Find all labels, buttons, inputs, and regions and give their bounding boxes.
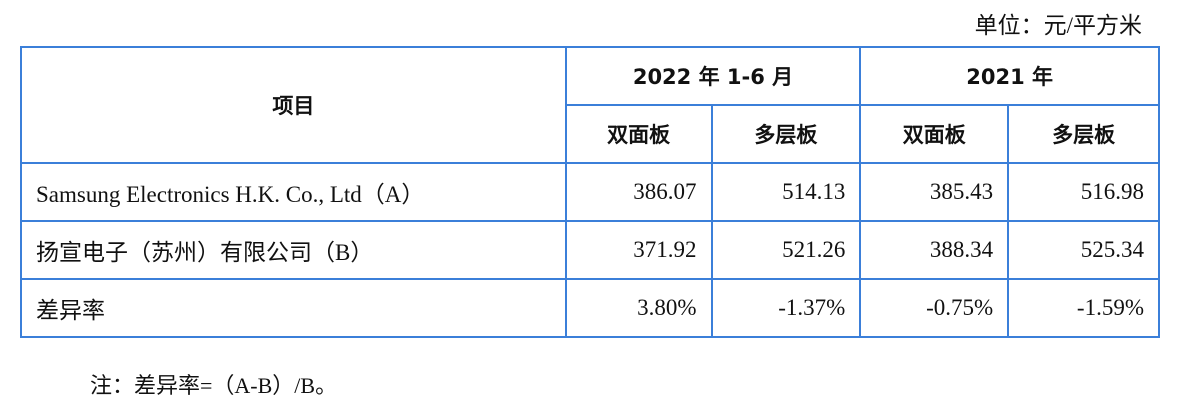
cell: 516.98 xyxy=(1007,162,1160,222)
footnote: 注：差异率=（A-B）/B。 xyxy=(90,373,338,398)
cell: 521.26 xyxy=(710,220,862,280)
table-row: Samsung Electronics H.K. Co., Ltd（A） 386… xyxy=(20,162,1160,222)
subheader-cell: 多层板 xyxy=(1007,104,1160,164)
header-period-2022: 2022 年 1-6 月 xyxy=(564,46,862,106)
table-row: 差异率 3.80% -1.37% -0.75% -1.59% xyxy=(20,278,1160,338)
cell: 514.13 xyxy=(710,162,862,222)
cell: -1.59% xyxy=(1007,278,1160,338)
cell: 388.34 xyxy=(859,220,1010,280)
row-label: Samsung Electronics H.K. Co., Ltd（A） xyxy=(20,162,567,222)
subheader-cell: 双面板 xyxy=(859,104,1010,164)
subheader-cell: 多层板 xyxy=(710,104,862,164)
row-label: 差异率 xyxy=(20,278,567,338)
cell: 371.92 xyxy=(564,220,713,280)
header-period-2021: 2021 年 xyxy=(859,46,1160,106)
row-label: 扬宣电子（苏州）有限公司（B） xyxy=(20,220,567,280)
unit-label: 单位：元/平方米 xyxy=(974,13,1142,38)
table-row: 扬宣电子（苏州）有限公司（B） 371.92 521.26 388.34 525… xyxy=(20,220,1160,280)
cell: 525.34 xyxy=(1007,220,1160,280)
cell: 3.80% xyxy=(564,278,713,338)
subheader-row: 双面板 多层板 双面板 多层板 xyxy=(21,104,1160,164)
header-item: 项目 xyxy=(20,46,567,164)
cell: -1.37% xyxy=(710,278,862,338)
subheader-cell: 双面板 xyxy=(564,104,713,164)
cell: 386.07 xyxy=(564,162,713,222)
cell: -0.75% xyxy=(859,278,1010,338)
price-comparison-table: 项目 2022 年 1-6 月 2021 年 双面板 多层板 双面板 多层板 S… xyxy=(20,46,1160,338)
cell: 385.43 xyxy=(859,162,1010,222)
header-row: 项目 2022 年 1-6 月 2021 年 xyxy=(20,46,1160,164)
